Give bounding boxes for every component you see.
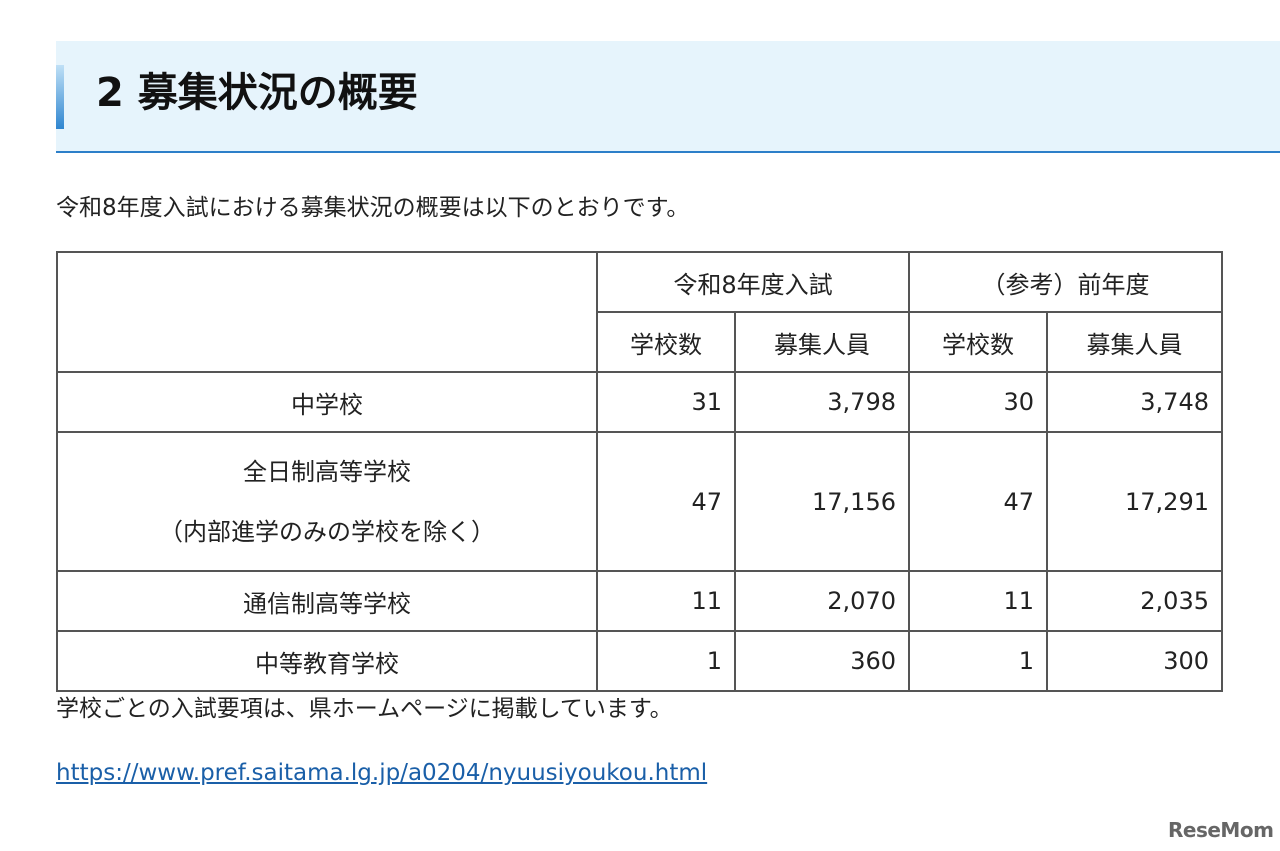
subheader-capacity: 募集人員 bbox=[1048, 313, 1221, 371]
note-text: 学校ごとの入試要項は、県ホームページに掲載しています。 bbox=[56, 696, 673, 722]
value-cell: 2,070 bbox=[736, 572, 908, 630]
value-cell: 1 bbox=[910, 632, 1046, 690]
value-cell: 2,035 bbox=[1048, 572, 1221, 630]
row-label: 全日制高等学校 （内部進学のみの学校を除く） bbox=[58, 433, 596, 570]
value-cell: 3,748 bbox=[1048, 373, 1221, 431]
header-previous-year: （参考）前年度 bbox=[910, 253, 1221, 311]
resemom-logo: ReseMom bbox=[1168, 818, 1274, 842]
value-cell: 11 bbox=[910, 572, 1046, 630]
value-cell: 17,291 bbox=[1048, 433, 1221, 570]
section-heading: 2 募集状況の概要 bbox=[56, 41, 1280, 153]
row-label: 中学校 bbox=[58, 373, 596, 431]
value-cell: 1 bbox=[598, 632, 734, 690]
value-cell: 3,798 bbox=[736, 373, 908, 431]
row-label: 通信制高等学校 bbox=[58, 572, 596, 630]
guidelines-link[interactable]: https://www.pref.saitama.lg.jp/a0204/nyu… bbox=[56, 760, 708, 786]
table-row: 中等教育学校 1 360 1 300 bbox=[58, 632, 1221, 690]
value-cell: 30 bbox=[910, 373, 1046, 431]
value-cell: 360 bbox=[736, 632, 908, 690]
row-label-line2: （内部進学のみの学校を除く） bbox=[159, 517, 495, 546]
subheader-school-count: 学校数 bbox=[598, 313, 734, 371]
value-cell: 31 bbox=[598, 373, 734, 431]
value-cell: 47 bbox=[910, 433, 1046, 570]
value-cell: 17,156 bbox=[736, 433, 908, 570]
subheader-school-count: 学校数 bbox=[910, 313, 1046, 371]
value-cell: 11 bbox=[598, 572, 734, 630]
heading-accent-bar bbox=[56, 65, 64, 129]
row-label-line1: 全日制高等学校 bbox=[243, 457, 411, 486]
value-cell: 47 bbox=[598, 433, 734, 570]
recruitment-table: 令和8年度入試 （参考）前年度 学校数 募集人員 学校数 募集人員 中学校 31… bbox=[56, 251, 1223, 692]
intro-text: 令和8年度入試における募集状況の概要は以下のとおりです。 bbox=[56, 195, 690, 221]
table-row: 通信制高等学校 11 2,070 11 2,035 bbox=[58, 572, 1221, 630]
row-label: 中等教育学校 bbox=[58, 632, 596, 690]
table-row: 全日制高等学校 （内部進学のみの学校を除く） 47 17,156 47 17,2… bbox=[58, 433, 1221, 570]
subheader-capacity: 募集人員 bbox=[736, 313, 908, 371]
section-title: 2 募集状況の概要 bbox=[96, 70, 418, 116]
header-current-year: 令和8年度入試 bbox=[598, 253, 908, 311]
table-row: 中学校 31 3,798 30 3,748 bbox=[58, 373, 1221, 431]
value-cell: 300 bbox=[1048, 632, 1221, 690]
header-blank-cell bbox=[58, 253, 596, 371]
